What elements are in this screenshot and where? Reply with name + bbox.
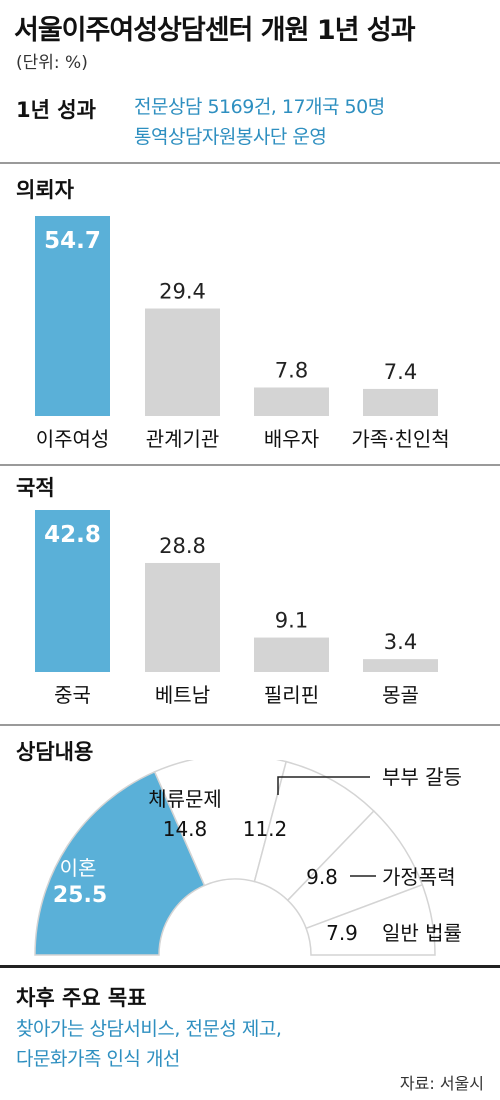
bar-value-label: 29.4 <box>159 280 206 304</box>
category-label: 배우자 <box>264 427 319 451</box>
unit-label: (단위: %) <box>16 53 88 73</box>
bar-value-label: 28.8 <box>159 534 206 558</box>
consultation-pie-chart: 이혼 25.5 체류문제 14.8 11.2 부부 갈등 9.8 가정폭력 7.9 일반 법률 <box>34 760 462 956</box>
category-label: 관계기관 <box>146 427 220 451</box>
bar-0 <box>35 216 110 416</box>
bar-value-label: 3.4 <box>384 630 417 654</box>
summary-line-2: 통역상담자원봉사단 운영 <box>134 126 327 148</box>
bar-1 <box>145 308 220 416</box>
bar-3 <box>363 388 438 416</box>
pie-value-label: 25.5 <box>53 883 107 908</box>
pie-category-label: 이혼 <box>60 856 97 880</box>
category-label: 몽골 <box>382 683 419 707</box>
consultation-section-title: 상담내용 <box>16 740 94 764</box>
bar-2 <box>254 387 329 416</box>
nationality-bar-chart: 42.8 중국 28.8 베트남 9.1 필리핀 3.4 몽골 <box>35 510 438 707</box>
nationality-section-title: 국적 <box>16 476 55 500</box>
requester-section-title: 의뢰자 <box>16 178 74 202</box>
summary-text: 전문상담 5169건, 17개국 50명 통역상담자원봉사단 운영 <box>134 92 385 152</box>
bar-value-label: 9.1 <box>275 609 308 633</box>
divider <box>0 162 500 164</box>
requester-bar-chart: 54.7 이주여성 29.4 관계기관 7.8 배우자 7.4 가족·친인척 <box>35 216 450 451</box>
pie-value-label: 14.8 <box>163 817 208 841</box>
category-label: 이주여성 <box>36 427 110 451</box>
source-label: 자료: 서울시 <box>399 1074 484 1093</box>
bar-1 <box>145 562 220 672</box>
summary-line-1: 전문상담 5169건, 17개국 50명 <box>134 96 385 118</box>
divider <box>0 724 500 726</box>
bar-3 <box>363 659 438 672</box>
pie-slice-0 <box>34 770 206 956</box>
category-label: 필리핀 <box>264 683 319 707</box>
summary-label: 1년 성과 <box>16 98 96 122</box>
divider <box>0 464 500 466</box>
callout-line <box>277 776 370 795</box>
category-label: 가족·친인척 <box>351 427 449 451</box>
bar-value-label: 54.7 <box>44 228 101 254</box>
bar-value-label: 42.8 <box>44 522 101 548</box>
pie-category-label: 체류문제 <box>148 787 222 811</box>
bar-value-label: 7.4 <box>384 360 417 384</box>
category-label: 중국 <box>54 683 91 707</box>
goals-text: 찾아가는 상담서비스, 전문성 제고, 다문화가족 인식 개선 <box>16 1014 282 1074</box>
pie-category-label: 가정폭력 <box>382 865 456 889</box>
bar-value-label: 7.8 <box>275 358 308 382</box>
pie-value-label: 7.9 <box>326 921 358 945</box>
goals-title: 차후 주요 목표 <box>16 986 147 1010</box>
pie-value-label: 11.2 <box>243 817 288 841</box>
pie-category-label: 일반 법률 <box>382 921 462 945</box>
bar-0 <box>35 510 110 672</box>
goals-line-1: 찾아가는 상담서비스, 전문성 제고, <box>16 1018 282 1040</box>
pie-category-label: 부부 갈등 <box>382 765 462 789</box>
divider <box>0 965 500 968</box>
pie-slice-4 <box>305 883 436 956</box>
category-label: 베트남 <box>155 683 210 707</box>
bar-2 <box>254 637 329 672</box>
goals-line-2: 다문화가족 인식 개선 <box>16 1048 180 1070</box>
chart-title: 서울이주여성상담센터 개원 1년 성과 <box>14 15 416 46</box>
pie-value-label: 9.8 <box>306 865 338 889</box>
